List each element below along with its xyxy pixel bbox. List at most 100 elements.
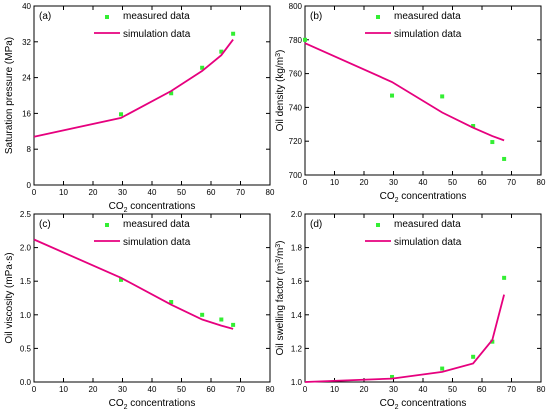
x-tick-label: 0 bbox=[32, 385, 37, 394]
y-tick-label: 0.0 bbox=[20, 378, 32, 387]
legend-measured-label: measured data bbox=[394, 219, 461, 230]
y-tick-label: 1.2 bbox=[291, 344, 303, 353]
simulation-line bbox=[33, 238, 234, 330]
x-tick-label: 20 bbox=[360, 385, 369, 394]
y-tick-label: 1.6 bbox=[291, 277, 303, 286]
x-tick-label: 80 bbox=[266, 385, 275, 394]
measured-point bbox=[390, 93, 395, 98]
y-tick-label: 700 bbox=[289, 171, 303, 180]
simulation-line bbox=[304, 294, 505, 383]
y-tick-label: 800 bbox=[289, 2, 303, 11]
x-axis-label: CO2 concentrations bbox=[109, 398, 196, 411]
simulation-line bbox=[304, 42, 505, 142]
y-axis-label: Oil viscosity (mPa·s) bbox=[4, 252, 15, 343]
y-tick-label: 0.5 bbox=[20, 344, 32, 353]
y-tick-label: 40 bbox=[22, 2, 31, 11]
x-axis-label: CO2 concentrations bbox=[380, 398, 467, 411]
panel-a: 0 10 20 30 40 50 60 70 80 0 8 16 24 32 40 CO2 concentra… bbox=[4, 2, 275, 214]
panel-d: 0 10 20 30 40 50 60 70 80 1.0 1.2 1.4 1.6 1.8 2.0 CO2 c… bbox=[275, 210, 546, 411]
measured-point bbox=[471, 123, 476, 128]
legend-simulation-label: simulation data bbox=[394, 237, 462, 248]
x-tick-label: 70 bbox=[507, 385, 516, 394]
x-tick-label: 20 bbox=[89, 385, 98, 394]
measured-point bbox=[440, 366, 445, 371]
y-tick-label: 1.0 bbox=[291, 378, 303, 387]
measured-point bbox=[219, 49, 224, 54]
x-tick-label: 10 bbox=[59, 385, 68, 394]
x-axis-label: CO2 concentrations bbox=[380, 191, 467, 204]
x-tick-label: 50 bbox=[448, 385, 457, 394]
y-tick-label: 720 bbox=[289, 137, 303, 146]
y-tick-label: 2.0 bbox=[20, 244, 32, 253]
y-tick-label: 1.8 bbox=[291, 244, 303, 253]
panel-label: (d) bbox=[310, 219, 322, 230]
measured-point bbox=[119, 112, 124, 117]
legend-measured-marker bbox=[105, 15, 109, 19]
measured-point bbox=[200, 65, 205, 70]
measured-point bbox=[490, 339, 495, 344]
measured-point bbox=[169, 300, 174, 305]
x-tick-label: 40 bbox=[419, 385, 428, 394]
y-tick-label: 2.0 bbox=[291, 210, 303, 219]
measured-point bbox=[119, 277, 124, 282]
x-tick-label: 60 bbox=[207, 188, 216, 197]
simulation-line bbox=[33, 39, 234, 138]
measured-point bbox=[440, 94, 445, 99]
y-axis-label: Saturation pressure (MPa) bbox=[4, 37, 15, 154]
x-tick-label: 20 bbox=[360, 178, 369, 187]
y-tick-label: 740 bbox=[289, 103, 303, 112]
x-tick-label: 0 bbox=[303, 385, 308, 394]
x-tick-label: 70 bbox=[236, 188, 245, 197]
x-tick-label: 30 bbox=[389, 385, 398, 394]
legend-simulation-label: simulation data bbox=[394, 29, 462, 40]
y-tick-label: 0 bbox=[27, 181, 32, 190]
legend-simulation-label: simulation data bbox=[123, 237, 191, 248]
y-tick-label: 760 bbox=[289, 70, 303, 79]
legend-measured-marker bbox=[376, 15, 380, 19]
y-axis-label: Oil density (kg/m3) bbox=[275, 50, 286, 132]
measured-point bbox=[490, 140, 495, 145]
y-tick-label: 1.0 bbox=[20, 311, 32, 320]
x-tick-label: 0 bbox=[303, 178, 308, 187]
x-tick-label: 10 bbox=[59, 188, 68, 197]
x-tick-label: 20 bbox=[89, 188, 98, 197]
y-axis-label: Oil swelling factor (m3/m3) bbox=[275, 240, 286, 355]
x-tick-label: 40 bbox=[148, 188, 157, 197]
panel-label: (b) bbox=[310, 11, 322, 22]
x-tick-label: 30 bbox=[118, 188, 127, 197]
legend-measured-label: measured data bbox=[394, 11, 461, 22]
x-tick-label: 70 bbox=[507, 178, 516, 187]
measured-point bbox=[231, 322, 236, 327]
y-tick-label: 1.5 bbox=[20, 277, 32, 286]
x-tick-label: 60 bbox=[207, 385, 216, 394]
measured-point bbox=[303, 37, 307, 42]
x-tick-label: 50 bbox=[177, 188, 186, 197]
y-tick-label: 8 bbox=[27, 145, 32, 154]
x-tick-label: 80 bbox=[537, 178, 546, 187]
measured-point bbox=[200, 312, 205, 317]
legend-measured-label: measured data bbox=[123, 219, 190, 230]
measured-point bbox=[471, 354, 476, 359]
legend-measured-marker bbox=[376, 223, 380, 227]
x-tick-label: 10 bbox=[330, 178, 339, 187]
measured-point bbox=[502, 156, 507, 161]
x-tick-label: 30 bbox=[118, 385, 127, 394]
x-tick-label: 70 bbox=[236, 385, 245, 394]
x-tick-label: 40 bbox=[148, 385, 157, 394]
x-tick-label: 30 bbox=[389, 178, 398, 187]
y-tick-label: 32 bbox=[22, 38, 31, 47]
x-tick-label: 40 bbox=[419, 178, 428, 187]
x-axis-label: CO2 concentrations bbox=[109, 201, 196, 214]
x-tick-label: 60 bbox=[478, 385, 487, 394]
x-tick-label: 10 bbox=[330, 385, 339, 394]
panel-label: (c) bbox=[39, 219, 51, 230]
y-tick-label: 2.5 bbox=[20, 210, 32, 219]
measured-point bbox=[169, 91, 174, 96]
x-tick-label: 80 bbox=[266, 188, 275, 197]
panel-b: 0 10 20 30 40 50 60 70 80 700 720 740 760 780 800 CO2 c… bbox=[275, 2, 546, 204]
legend-simulation-label: simulation data bbox=[123, 29, 191, 40]
measured-point bbox=[219, 317, 224, 322]
legend-measured-marker bbox=[105, 223, 109, 227]
